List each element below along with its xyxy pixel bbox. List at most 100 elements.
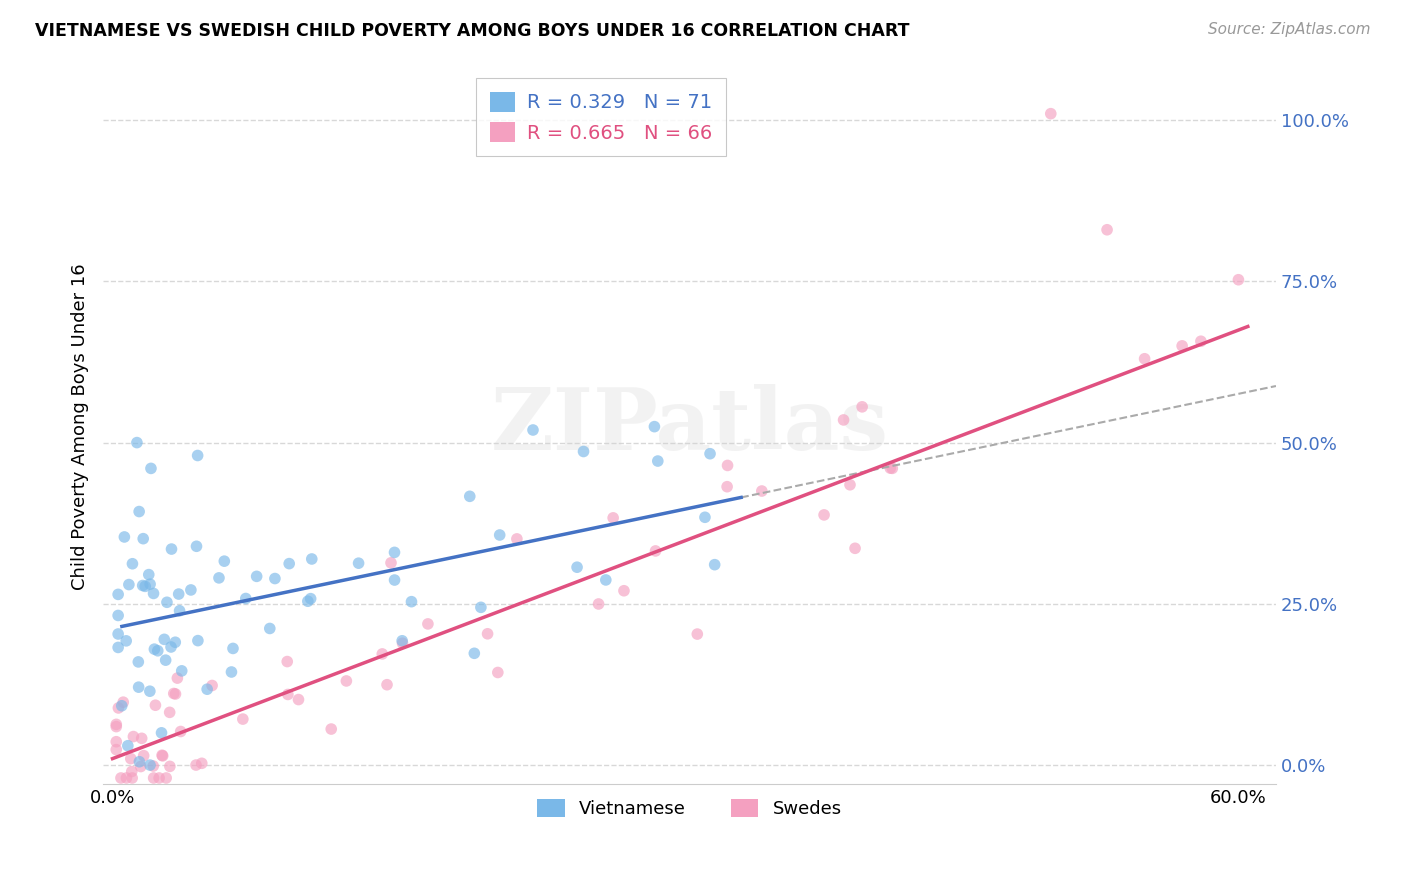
Point <box>187 633 209 648</box>
Point <box>488 528 510 542</box>
Point <box>165 687 187 701</box>
Point <box>1095 223 1118 237</box>
Point <box>105 720 128 734</box>
Point <box>235 591 257 606</box>
Point <box>839 477 862 491</box>
Point <box>143 642 166 657</box>
Point <box>122 730 145 744</box>
Point <box>131 731 153 746</box>
Point <box>613 583 636 598</box>
Point <box>851 400 873 414</box>
Point <box>297 594 319 608</box>
Point <box>120 751 142 765</box>
Point <box>470 600 492 615</box>
Point <box>121 557 143 571</box>
Point <box>477 627 499 641</box>
Point <box>118 577 141 591</box>
Point <box>105 717 128 731</box>
Point <box>159 759 181 773</box>
Point <box>208 571 231 585</box>
Point <box>139 461 162 475</box>
Point <box>107 640 129 655</box>
Point <box>201 678 224 692</box>
Point <box>142 771 165 785</box>
Point <box>879 461 901 475</box>
Point <box>150 726 173 740</box>
Point <box>522 423 544 437</box>
Point <box>277 688 299 702</box>
Point <box>134 579 156 593</box>
Point <box>107 627 129 641</box>
Point <box>686 627 709 641</box>
Point <box>703 558 725 572</box>
Point <box>321 722 343 736</box>
Point <box>107 608 129 623</box>
Point <box>844 541 866 556</box>
Point <box>380 556 402 570</box>
Point <box>132 748 155 763</box>
Point <box>751 483 773 498</box>
Point <box>813 508 835 522</box>
Point <box>572 444 595 458</box>
Point <box>121 771 143 785</box>
Point <box>463 646 485 660</box>
Point <box>486 665 509 680</box>
Point <box>506 532 529 546</box>
Point <box>145 698 167 713</box>
Point <box>150 748 173 763</box>
Point <box>165 635 187 649</box>
Point <box>132 532 155 546</box>
Text: VIETNAMESE VS SWEDISH CHILD POVERTY AMONG BOYS UNDER 16 CORRELATION CHART: VIETNAMESE VS SWEDISH CHILD POVERTY AMON… <box>35 22 910 40</box>
Point <box>153 632 176 647</box>
Text: ZIPatlas: ZIPatlas <box>491 384 889 468</box>
Point <box>371 647 394 661</box>
Point <box>160 640 183 654</box>
Point <box>882 461 904 475</box>
Point <box>110 771 132 785</box>
Point <box>222 641 245 656</box>
Point <box>716 480 738 494</box>
Point <box>1189 334 1212 349</box>
Point <box>699 447 721 461</box>
Point <box>716 458 738 473</box>
Point <box>112 530 135 544</box>
Point <box>195 682 218 697</box>
Point <box>384 573 406 587</box>
Point <box>170 724 193 739</box>
Point <box>647 454 669 468</box>
Point <box>155 771 177 785</box>
Point <box>565 560 588 574</box>
Point <box>148 771 170 785</box>
Point <box>105 742 128 756</box>
Point <box>187 449 209 463</box>
Point <box>186 539 208 553</box>
Point <box>125 435 148 450</box>
Point <box>115 633 138 648</box>
Point <box>375 678 398 692</box>
Point <box>115 771 138 785</box>
Point <box>127 655 149 669</box>
Point <box>128 680 150 694</box>
Point <box>391 636 413 650</box>
Point <box>111 698 134 713</box>
Point <box>112 695 135 709</box>
Point <box>335 673 357 688</box>
Point <box>287 692 309 706</box>
Point <box>146 644 169 658</box>
Point <box>166 671 188 685</box>
Point <box>347 556 370 570</box>
Point <box>139 577 162 591</box>
Point <box>142 586 165 600</box>
Point <box>191 756 214 771</box>
Point <box>169 604 191 618</box>
Point <box>117 739 139 753</box>
Point <box>155 653 177 667</box>
Point <box>105 735 128 749</box>
Point <box>139 758 162 772</box>
Point <box>384 545 406 559</box>
Point <box>1039 106 1062 120</box>
Point <box>121 764 143 779</box>
Point <box>832 413 855 427</box>
Point <box>139 684 162 698</box>
Point <box>167 587 190 601</box>
